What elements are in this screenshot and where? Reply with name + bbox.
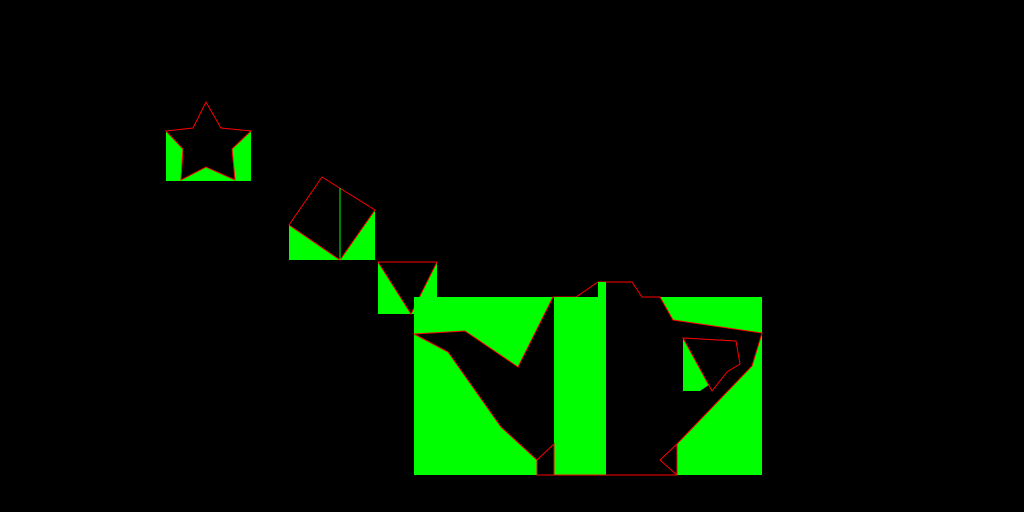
pentagon-piece[interactable] xyxy=(288,176,376,261)
teapot-piece[interactable] xyxy=(412,281,763,477)
teapot-body-bar xyxy=(554,297,606,475)
star-piece[interactable] xyxy=(164,100,253,181)
triangle-piece-hole xyxy=(377,261,438,316)
pentagon-piece-hole xyxy=(288,176,376,261)
teapot-lid-knob xyxy=(598,282,606,297)
triangle-piece[interactable] xyxy=(377,261,438,316)
teapot-handle-hole xyxy=(682,337,741,392)
star-piece-hole xyxy=(164,100,253,181)
teapot-base-notch xyxy=(659,442,678,477)
